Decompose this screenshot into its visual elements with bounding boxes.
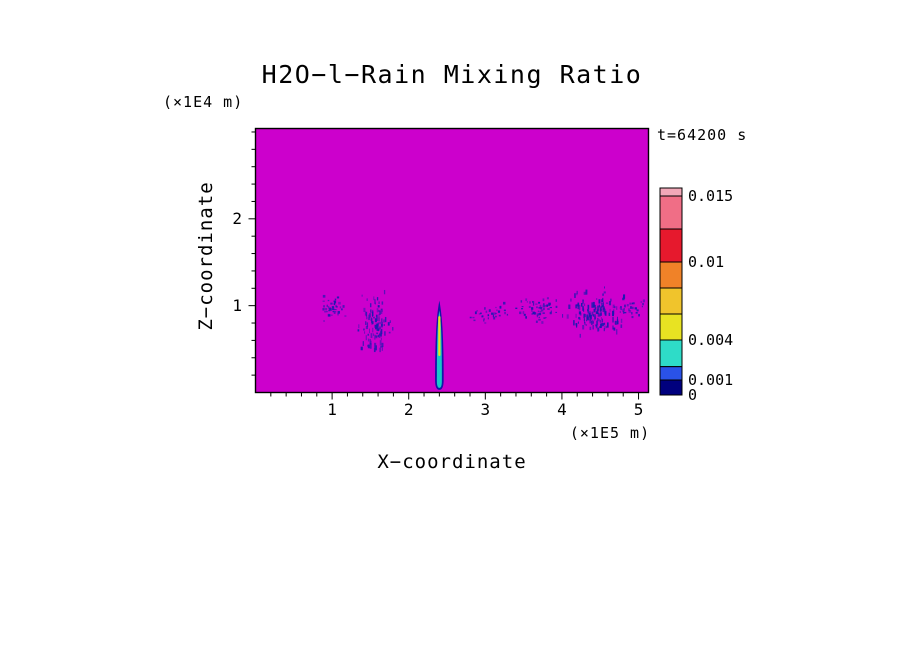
colorbar [659,187,683,396]
colorbar-label: 0 [688,386,698,404]
colorbar-label: 0.01 [688,253,725,271]
chart-title: H2O−l−Rain Mixing Ratio [261,60,643,89]
z-tick-label: 1 [232,295,242,315]
x-tick-label: 4 [557,400,567,419]
x-axis-label: X−coordinate [377,451,527,473]
colorbar-label: 0.004 [688,331,734,349]
x-tick-label: 3 [480,400,491,419]
x-tick-label: 2 [403,400,414,419]
z-axis-unit: (×1E4 m) [163,93,244,111]
x-tick-label: 5 [633,400,644,419]
x-axis-unit: (×1E5 m) [569,424,651,442]
colorbar-label: 0.015 [688,187,734,205]
x-tick-label: 1 [327,400,337,419]
z-tick-label: 2 [232,208,242,228]
colorbar-label: 0.001 [688,371,734,389]
time-label: t=64200 s [657,126,748,144]
